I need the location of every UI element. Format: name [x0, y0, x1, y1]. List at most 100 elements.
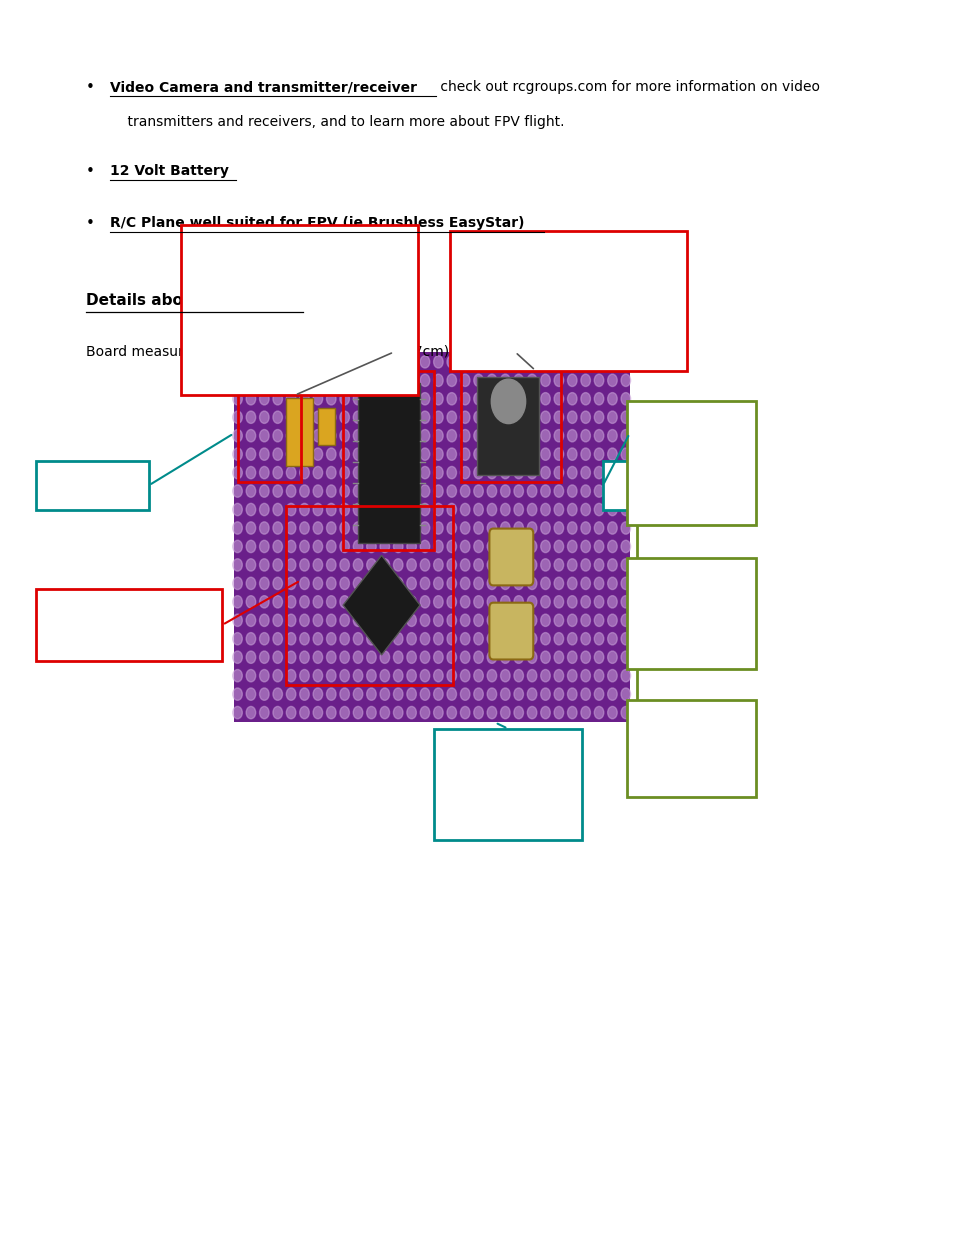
Circle shape	[259, 522, 269, 535]
Circle shape	[500, 411, 510, 424]
Circle shape	[527, 577, 537, 589]
Text: 5V/600mA switching regulator: 5V/600mA switching regulator	[459, 243, 686, 257]
Circle shape	[474, 448, 483, 461]
Circle shape	[620, 467, 630, 479]
Circle shape	[474, 577, 483, 589]
Circle shape	[246, 669, 255, 682]
Circle shape	[460, 522, 470, 535]
Circle shape	[514, 688, 523, 700]
Circle shape	[246, 374, 255, 387]
Circle shape	[246, 356, 255, 368]
Circle shape	[527, 706, 537, 719]
Circle shape	[273, 577, 282, 589]
Circle shape	[326, 669, 335, 682]
Circle shape	[567, 669, 577, 682]
Circle shape	[246, 411, 255, 424]
Circle shape	[259, 595, 269, 608]
Circle shape	[259, 558, 269, 571]
Circle shape	[313, 356, 322, 368]
Circle shape	[460, 540, 470, 552]
Circle shape	[487, 540, 497, 552]
Circle shape	[594, 485, 603, 498]
Circle shape	[474, 651, 483, 663]
Circle shape	[299, 448, 309, 461]
Circle shape	[313, 614, 322, 626]
Circle shape	[406, 651, 416, 663]
Circle shape	[447, 522, 456, 535]
FancyBboxPatch shape	[476, 377, 538, 475]
Circle shape	[514, 485, 523, 498]
Text: •: •	[86, 216, 94, 231]
Circle shape	[326, 688, 335, 700]
Circle shape	[419, 393, 429, 405]
Circle shape	[286, 467, 295, 479]
Circle shape	[514, 651, 523, 663]
Circle shape	[434, 595, 443, 608]
Circle shape	[326, 448, 335, 461]
Circle shape	[286, 504, 295, 516]
Circle shape	[607, 632, 617, 645]
Circle shape	[246, 595, 255, 608]
Circle shape	[434, 467, 443, 479]
Circle shape	[460, 651, 470, 663]
Circle shape	[273, 504, 282, 516]
Circle shape	[607, 393, 617, 405]
Circle shape	[419, 688, 429, 700]
Text: •: •	[86, 80, 94, 95]
Circle shape	[474, 632, 483, 645]
Circle shape	[313, 430, 322, 442]
Circle shape	[594, 356, 603, 368]
Circle shape	[419, 448, 429, 461]
Circle shape	[487, 485, 497, 498]
Text: Measure radio
signal strength: Measure radio signal strength	[636, 743, 724, 776]
Circle shape	[393, 448, 402, 461]
Circle shape	[393, 467, 402, 479]
Circle shape	[527, 540, 537, 552]
Circle shape	[567, 540, 577, 552]
Circle shape	[406, 393, 416, 405]
Circle shape	[607, 356, 617, 368]
Circle shape	[339, 688, 349, 700]
Circle shape	[487, 393, 497, 405]
Circle shape	[259, 504, 269, 516]
Circle shape	[474, 614, 483, 626]
Circle shape	[299, 467, 309, 479]
Circle shape	[554, 374, 563, 387]
Circle shape	[366, 577, 375, 589]
Circle shape	[393, 651, 402, 663]
Circle shape	[474, 540, 483, 552]
Circle shape	[554, 632, 563, 645]
FancyBboxPatch shape	[489, 603, 533, 659]
Circle shape	[406, 632, 416, 645]
Circle shape	[299, 688, 309, 700]
Circle shape	[514, 632, 523, 645]
Circle shape	[326, 614, 335, 626]
Circle shape	[393, 688, 402, 700]
Circle shape	[326, 651, 335, 663]
Circle shape	[447, 651, 456, 663]
Circle shape	[299, 558, 309, 571]
Circle shape	[313, 522, 322, 535]
Circle shape	[246, 614, 255, 626]
Circle shape	[379, 614, 389, 626]
FancyBboxPatch shape	[357, 383, 419, 543]
Circle shape	[339, 485, 349, 498]
Circle shape	[594, 448, 603, 461]
Circle shape	[299, 393, 309, 405]
Circle shape	[233, 558, 242, 571]
Text: 12 Volt Battery: 12 Volt Battery	[110, 164, 229, 178]
Circle shape	[460, 577, 470, 589]
Circle shape	[447, 393, 456, 405]
Circle shape	[299, 540, 309, 552]
Circle shape	[474, 558, 483, 571]
Circle shape	[326, 522, 335, 535]
Circle shape	[554, 411, 563, 424]
Circle shape	[393, 411, 402, 424]
Circle shape	[580, 411, 590, 424]
Circle shape	[313, 577, 322, 589]
Circle shape	[393, 485, 402, 498]
Circle shape	[540, 577, 550, 589]
Circle shape	[406, 430, 416, 442]
Circle shape	[419, 411, 429, 424]
Circle shape	[567, 577, 577, 589]
